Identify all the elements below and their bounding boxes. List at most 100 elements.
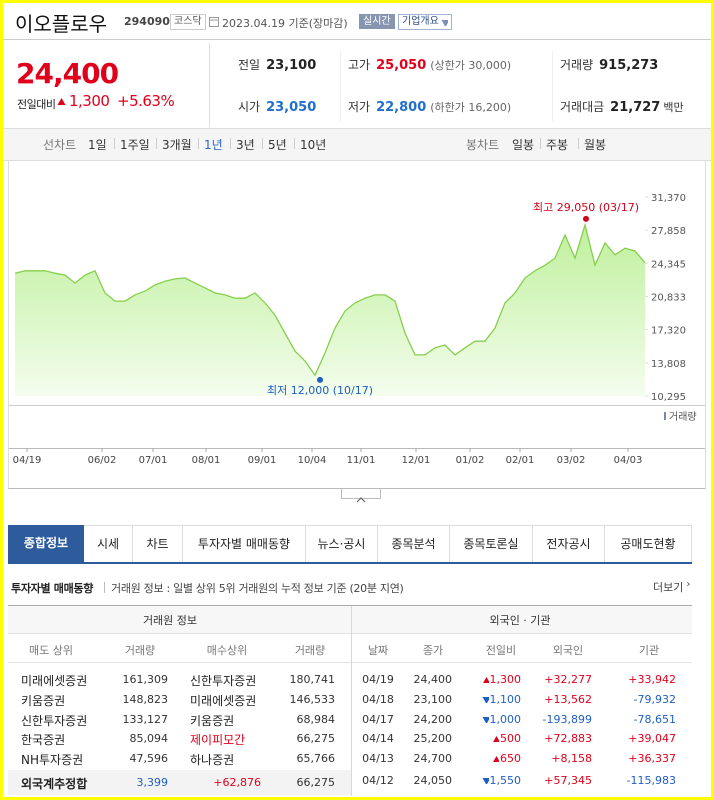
arrow <box>482 717 489 723</box>
change-cell: 650 <box>451 752 521 765</box>
stat-label: 저가 <box>348 100 371 114</box>
candle-tab[interactable]: 주봉 <box>546 138 569 152</box>
stat: 저가 22,800 (하한가 16,200) <box>348 98 511 115</box>
buyer-volume: 68,984 <box>296 713 336 726</box>
x-tick-label: 08/01 <box>192 455 221 466</box>
nav-tab[interactable]: 종목분석 <box>378 525 450 562</box>
nav-tab[interactable]: 시세 <box>84 525 133 562</box>
date: 04/14 <box>362 732 394 745</box>
seller-volume: 85,094 <box>129 732 169 745</box>
date: 04/12 <box>362 774 394 787</box>
buyer-name: 하나증권 <box>190 753 235 767</box>
period-tab[interactable]: 1일 <box>88 138 107 152</box>
more-link[interactable]: 더보기 › <box>653 579 690 595</box>
divider <box>8 633 692 634</box>
arrow-icon <box>482 717 489 723</box>
period-tab[interactable]: 1주일 <box>120 138 150 152</box>
stat-value: 25,050 <box>376 58 427 73</box>
period-tab[interactable]: 1년 <box>204 138 223 152</box>
candle-tab[interactable]: 일봉 <box>512 138 535 152</box>
stat: 거래대금 21,727 백만 <box>560 98 684 115</box>
nav-tab[interactable]: 투자자별 매매동향 <box>183 525 306 562</box>
period-tab[interactable]: 5년 <box>268 138 287 152</box>
stat-value: 915,273 <box>599 58 659 73</box>
buyer-volume: 65,766 <box>296 752 336 765</box>
x-tick-label: 02/01 <box>506 455 535 466</box>
extreme-marker <box>583 215 589 222</box>
seller-name: 신한투자증권 <box>21 714 88 728</box>
close: 24,400 <box>413 673 453 686</box>
arrow <box>441 19 448 26</box>
stat-note: (하한가 16,200) <box>430 101 512 114</box>
period-tab[interactable]: 10년 <box>300 138 327 152</box>
arrow-icon <box>482 778 489 784</box>
change-label: 전일대비 <box>17 98 56 111</box>
x-tick-label: 04/19 <box>13 455 42 466</box>
nav-tab[interactable]: 종합정보 <box>8 525 84 562</box>
close: 24,200 <box>413 713 453 726</box>
change: 1,300 <box>489 673 522 686</box>
arrow-icon <box>482 697 489 703</box>
y-tick-label: 13,808 <box>651 359 686 370</box>
arrow <box>493 756 499 762</box>
tab-underline <box>8 562 692 564</box>
company-info-button[interactable]: 기업개요 <box>398 14 452 30</box>
divider <box>351 606 352 796</box>
foreign-net: +32,277 <box>544 673 592 686</box>
stat: 전일 23,100 <box>238 56 316 73</box>
arrow <box>493 736 499 742</box>
x-tick-label: 09/01 <box>248 455 277 466</box>
tab-sep <box>578 138 579 149</box>
nav-tab[interactable]: 전자공시 <box>533 525 605 562</box>
divider <box>552 51 553 121</box>
base-date: 2023.04.19 기준(장마감) <box>222 17 348 30</box>
x-tick-label: 06/02 <box>88 455 117 466</box>
institution-net: -115,983 <box>626 774 676 787</box>
x-tick-label: 11/01 <box>347 455 376 466</box>
nav-tab[interactable]: 뉴스·공시 <box>306 525 378 562</box>
change-cell: 500 <box>451 732 521 745</box>
divider <box>8 662 692 663</box>
calendar-icon <box>209 17 219 27</box>
x-tick-label: 01/02 <box>456 455 485 466</box>
y-tick-label: 10,295 <box>651 392 686 403</box>
col-header: 매도 상위 <box>29 644 73 657</box>
period-tab[interactable]: 3개월 <box>162 138 192 152</box>
tab-sep <box>156 138 157 149</box>
seller-volume: 133,127 <box>122 713 169 726</box>
stat-note: (상한가 30,000) <box>430 59 512 72</box>
table-title: 외국인 · 기관 <box>489 614 551 627</box>
change-cell: 1,300 <box>451 673 521 686</box>
arrow-icon <box>441 19 448 26</box>
change: 1,100 <box>489 693 522 706</box>
candle-tab[interactable]: 월봉 <box>584 138 607 152</box>
nav-tab[interactable]: 종목토론실 <box>450 525 533 562</box>
buyer-name: 키움증권 <box>190 714 235 728</box>
institution-net: +36,337 <box>628 752 676 765</box>
y-tick-label: 20,833 <box>651 292 686 303</box>
tab-sep <box>198 138 199 149</box>
collapse-button[interactable] <box>341 489 381 503</box>
institution-net: +33,942 <box>628 673 676 686</box>
change: 1,000 <box>489 713 522 726</box>
date: 04/19 <box>362 673 394 686</box>
period-tab[interactable]: 3년 <box>236 138 255 152</box>
foreign-net: +8,158 <box>551 752 592 765</box>
col-header: 종가 <box>422 644 444 657</box>
realtime-badge[interactable]: 실시간 <box>359 14 395 29</box>
col-header: 기관 <box>638 644 660 657</box>
price-chart: 31,370 27,858 24,345 20,833 17,320 13,808 10,2… <box>9 193 705 466</box>
section-title: 투자자별 매매동향 <box>11 582 94 595</box>
stat: 거래량 915,273 <box>560 56 658 73</box>
seller-volume: 161,309 <box>122 673 169 686</box>
nav-tab[interactable]: 공매도현황 <box>605 525 692 562</box>
total-buy: 66,275 <box>296 776 336 789</box>
table-head <box>8 606 692 633</box>
current-price: 24,400 <box>16 57 119 90</box>
col-header: 외국인 <box>552 644 584 657</box>
chart-frame <box>8 161 706 489</box>
nav-tab[interactable]: 차트 <box>133 525 183 562</box>
y-tick-label: 24,345 <box>651 259 686 270</box>
change: 500 <box>500 732 521 745</box>
